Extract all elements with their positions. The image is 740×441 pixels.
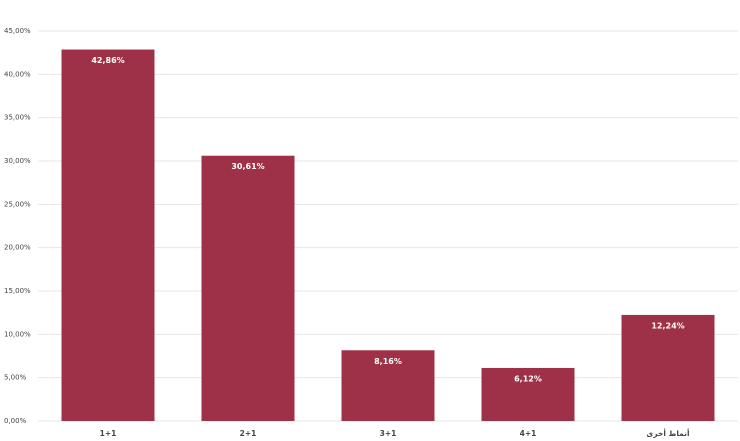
y-tick-label: 30,00%	[4, 157, 31, 165]
y-tick-label: 20,00%	[4, 244, 31, 252]
value-label: 6,12%	[514, 374, 542, 383]
y-tick-label: 45,00%	[4, 27, 31, 35]
value-label: 12,24%	[651, 321, 684, 330]
value-label: 8,16%	[374, 357, 402, 366]
x-tick-label: أنماط أخرى	[646, 428, 689, 438]
y-tick-label: 35,00%	[4, 114, 31, 122]
y-tick-label: 40,00%	[4, 70, 31, 78]
bar	[201, 155, 295, 422]
y-tick-label: 5,00%	[4, 374, 27, 382]
y-tick-label: 25,00%	[4, 200, 31, 208]
x-tick-label: 2+1	[240, 429, 257, 438]
y-tick-label: 10,00%	[4, 330, 31, 338]
x-tick-label: 1+1	[100, 429, 117, 438]
bar	[621, 314, 715, 421]
bar	[61, 49, 155, 422]
y-tick-label: 0,00%	[4, 417, 27, 425]
x-tick-label: 3+1	[380, 429, 397, 438]
value-label: 30,61%	[231, 162, 264, 171]
x-tick-label: 4+1	[520, 429, 537, 438]
bar	[481, 367, 575, 421]
y-tick-label: 15,00%	[4, 287, 31, 295]
bar	[341, 350, 435, 421]
value-label: 42,86%	[91, 56, 124, 65]
